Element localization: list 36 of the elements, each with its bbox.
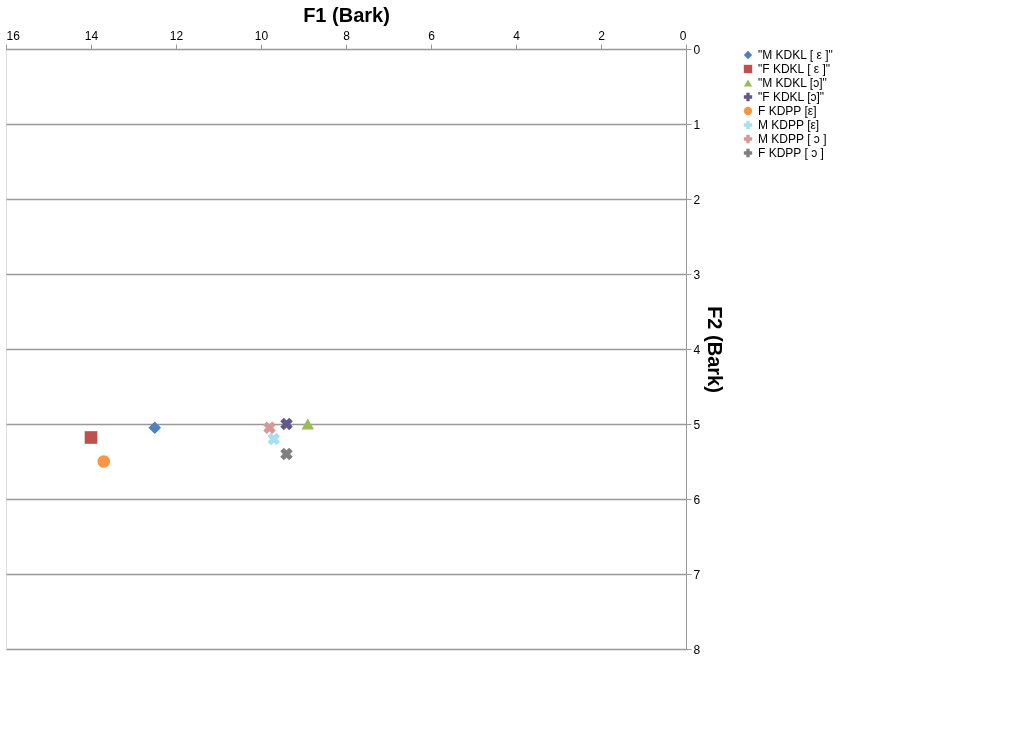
- x-tick-label: 8: [343, 28, 351, 43]
- y-tick-label: 0: [693, 42, 701, 57]
- point: [280, 417, 293, 431]
- y-tick-label: 3: [693, 267, 701, 282]
- y-tick-label: 4: [693, 342, 701, 357]
- point: [301, 418, 315, 430]
- x-tick-label: 14: [84, 28, 99, 43]
- point: [84, 431, 98, 444]
- point: [148, 421, 162, 435]
- y-tick-label: 5: [693, 417, 701, 432]
- x-tick-label: 6: [428, 28, 436, 43]
- y-tick-label: 6: [693, 492, 701, 507]
- y-tick-label: 1: [693, 117, 701, 132]
- x-tick-label: 12: [169, 28, 184, 43]
- y-axis-title: F2 (Bark): [704, 306, 727, 393]
- x-tick-label: 0: [679, 28, 687, 43]
- x-tick-label: 16: [6, 28, 21, 43]
- x-tick-label: 4: [513, 28, 521, 43]
- legend-label: F KDPP [ε]: [758, 104, 817, 118]
- legend-label: "F KDKL [ɔ]": [758, 90, 825, 104]
- point: [263, 421, 276, 435]
- y-tick-label: 8: [693, 642, 701, 657]
- point: [280, 447, 293, 461]
- y-tick-label: 7: [693, 567, 701, 582]
- y-tick-label: 2: [693, 192, 701, 207]
- legend-label: M KDPP [ε]: [758, 118, 820, 132]
- x-tick-label: 2: [598, 28, 606, 43]
- point: [267, 432, 281, 446]
- x-tick-label: 10: [254, 28, 269, 43]
- x-axis-title: F1 (Bark): [303, 3, 390, 26]
- legend-label: F KDPP [ ɔ ]: [758, 146, 824, 160]
- legend-label: M KDPP [ ɔ ]: [758, 132, 827, 146]
- legend-label: "F KDKL [ ε ]": [758, 62, 831, 76]
- point: [97, 455, 111, 468]
- legend-label: "M KDKL [ ε ]": [758, 48, 833, 62]
- legend-label: "M KDKL [ɔ]": [758, 76, 827, 90]
